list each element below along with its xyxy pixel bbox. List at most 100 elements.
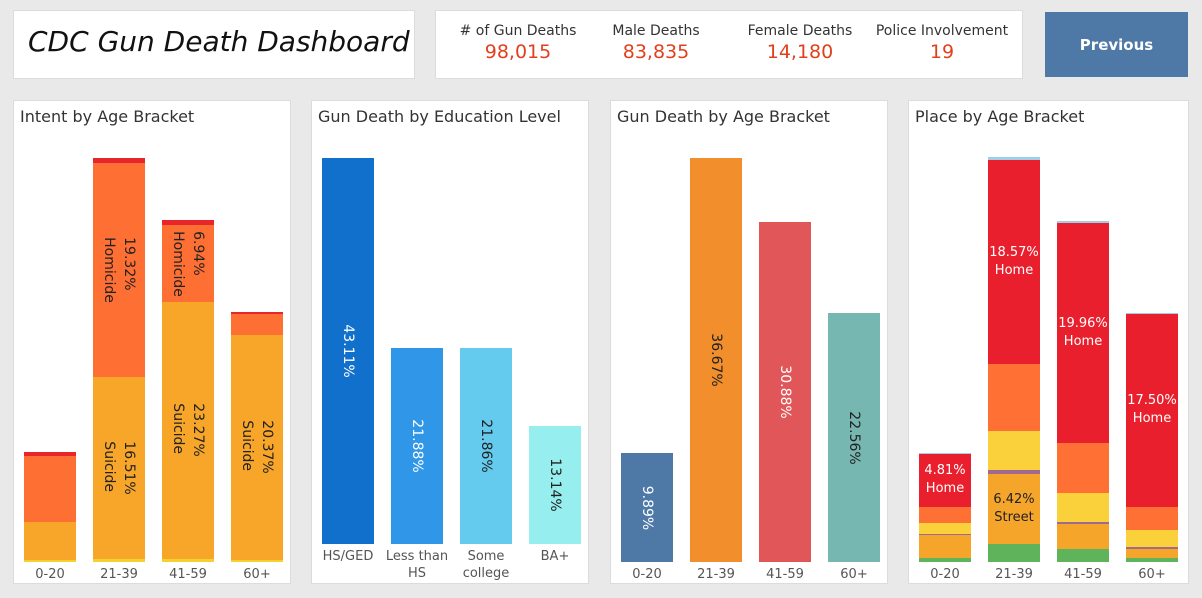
x-tick-label: 21-39 <box>995 567 1033 582</box>
bar-segment <box>919 453 971 454</box>
label-line: 6.42% <box>993 491 1035 507</box>
bar-segment <box>162 225 214 303</box>
label-line: 30.88% <box>777 365 793 419</box>
kpi-value: 98,015 <box>484 41 552 63</box>
bar-segment <box>93 157 145 164</box>
label-line: 6.94% <box>190 230 206 276</box>
value-label: 21.86% <box>476 419 496 472</box>
x-tick-label: 0-20 <box>930 567 960 582</box>
value-label: 13.14% <box>545 458 565 511</box>
x-tick-label: 41-59 <box>1064 567 1102 582</box>
kpi: Female Deaths 14,180 <box>730 23 870 63</box>
x-tick-label: 21-39 <box>697 567 735 582</box>
chart-title: Gun Death by Education Level <box>318 107 561 126</box>
value-label: 20.37% Suicide <box>237 421 277 474</box>
label-line: 16.51% <box>121 440 137 495</box>
x-tick-label: 41-59 <box>169 567 207 582</box>
label-line: 21.86% <box>478 419 494 473</box>
chart-title: Gun Death by Age Bracket <box>617 107 830 126</box>
bar-segment <box>93 558 145 562</box>
bar-segment <box>988 430 1040 471</box>
chart-panel: Intent by Age Bracket 0-20 21-39 16.51% Suic… <box>13 100 291 584</box>
value-label: 21.88% <box>407 419 427 472</box>
value-label: 19.96% Home <box>1058 315 1108 351</box>
bar-segment <box>1126 313 1178 507</box>
value-label: 6.42% Street <box>993 491 1034 527</box>
bar-segment <box>231 559 283 562</box>
x-tick-label: 0-20 <box>35 567 65 582</box>
bar-segment <box>231 335 283 560</box>
bar-segment <box>24 456 76 523</box>
kpi-label: Female Deaths <box>747 23 853 39</box>
bar-segment <box>919 533 971 535</box>
label-line: 36.67% <box>708 333 724 387</box>
bar <box>529 426 581 544</box>
bar-segment <box>988 157 1040 160</box>
kpi: # of Gun Deaths 98,015 <box>448 23 588 63</box>
value-label: 9.89% <box>637 485 657 529</box>
bar-segment <box>1057 548 1109 562</box>
kpi-value: 19 <box>929 41 955 63</box>
previous-button[interactable]: Previous <box>1045 12 1188 77</box>
bar-segment <box>919 506 971 523</box>
bar-segment <box>1126 558 1178 562</box>
bar-segment <box>162 302 214 559</box>
kpi-box: # of Gun Deaths 98,015 Male Deaths 83,835 … <box>435 10 1023 79</box>
kpi: Male Deaths 83,835 <box>586 23 726 63</box>
label-line: Suicide <box>170 403 186 455</box>
label-line: 4.81% <box>924 463 966 479</box>
bar-segment <box>162 219 214 226</box>
label-line: 21.88% <box>409 419 425 473</box>
bar-segment <box>231 311 283 315</box>
title-box: CDC Gun Death Dashboard <box>13 10 415 79</box>
bar-segment <box>1126 530 1178 547</box>
bar-segment <box>1057 221 1109 224</box>
bar-segment <box>1057 223 1109 444</box>
label-line: Suicide <box>239 420 255 472</box>
label-line: Home <box>994 262 1034 278</box>
bar-segment <box>988 364 1040 431</box>
bar-segment <box>988 159 1040 365</box>
chart-panel: Gun Death by Education Level HS/GED 43.11%… <box>311 100 589 584</box>
x-tick-label: HS/GED <box>322 549 374 564</box>
label-line: Home <box>925 481 965 497</box>
bar-segment <box>988 473 1040 545</box>
bar-segment <box>162 558 214 562</box>
bar-segment <box>1126 506 1178 530</box>
label-line: 19.32% <box>121 237 137 291</box>
bar <box>690 157 742 562</box>
bar-segment <box>1057 492 1109 523</box>
bar-segment <box>231 314 283 336</box>
kpi-value: 14,180 <box>766 41 834 63</box>
bar-segment <box>24 522 76 560</box>
bar <box>621 453 673 562</box>
bar-segment <box>988 470 1040 474</box>
bar <box>828 313 880 562</box>
label-line: Home <box>1063 334 1103 350</box>
value-label: 19.32% Homicide <box>99 237 139 303</box>
bar-segment <box>919 534 971 559</box>
value-label: 6.94% Homicide <box>168 231 208 297</box>
bar-segment <box>93 376 145 559</box>
label-line: 23.27% <box>190 403 206 458</box>
chart-panel: Place by Age Bracket 0-20 4.81% Home 21-39 6.… <box>908 100 1189 584</box>
x-tick-label: BA+ <box>540 549 570 564</box>
bar-segment <box>1057 522 1109 525</box>
bar-segment <box>919 453 971 507</box>
chart-panel: Gun Death by Age Bracket 0-20 9.89% 21-39 36… <box>610 100 888 584</box>
bar <box>322 157 374 544</box>
value-label: 43.11% <box>338 324 358 377</box>
label-line: Suicide <box>101 440 117 492</box>
bar <box>460 348 512 544</box>
x-tick-label: 60+ <box>243 567 271 582</box>
x-tick-label: 41-59 <box>766 567 804 582</box>
value-label: 16.51% Suicide <box>99 441 139 494</box>
dashboard-title: CDC Gun Death Dashboard <box>28 25 410 58</box>
label-line: Homicide <box>101 237 117 303</box>
bar-segment <box>1057 524 1109 549</box>
x-tick-label: Some college <box>462 549 510 581</box>
label-line: 17.50% <box>1127 393 1177 409</box>
value-label: 30.88% <box>775 365 795 418</box>
kpi-label: Police Involvement <box>875 23 1009 39</box>
